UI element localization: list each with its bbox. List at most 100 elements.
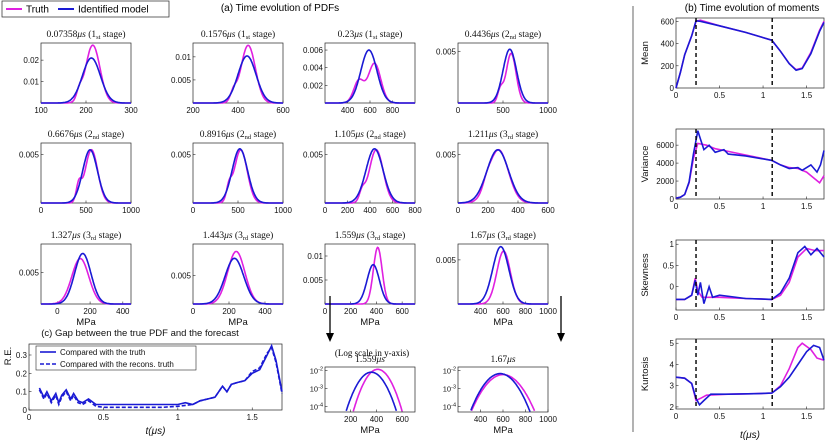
- pdf-title-5: 0.8916μs (2nd stage): [200, 129, 276, 141]
- legend: Truth Identified model: [1, 0, 170, 18]
- pdf-title-stage-11: stage): [511, 230, 536, 241]
- pdf-title-4: 0.6676μs (2nd stage): [48, 129, 124, 141]
- pdf-xtick-label: 400: [341, 106, 355, 115]
- pdf-xtick-label: 200: [481, 206, 495, 215]
- pdf-xtick-label: 400: [231, 106, 245, 115]
- log-ytick-exp: -2: [318, 367, 323, 373]
- gap-legend-label-solid: Compared with the truth: [60, 348, 145, 357]
- pdf-xtick-label: 100: [34, 106, 48, 115]
- pdf-curve-truth: [325, 62, 415, 104]
- pdf-xtick-label: 0: [323, 206, 328, 215]
- legend-label-truth: Truth: [26, 5, 49, 16]
- pdf-ytick-label: 0.02: [23, 56, 39, 65]
- gap-ylabel: R.E.: [3, 347, 14, 365]
- pdf-title-11: 1.67μs (3rd stage): [470, 230, 536, 242]
- log-xtick-label: 600: [496, 415, 510, 424]
- pdf-title-8: 1.327μs (3rd stage): [51, 230, 122, 242]
- log-ytick-exp: -3: [318, 385, 323, 391]
- moment-ytick-label: 5: [670, 339, 675, 348]
- pdf-panels: 0.07358μs (1st stage)100 200 3000.010.020.…: [19, 29, 557, 328]
- pdf-axes-0: [40, 42, 132, 104]
- pdf-title-unit-3: μs: [490, 30, 500, 40]
- log-curve-model: [345, 371, 398, 412]
- log-xtick-label: 1000: [539, 415, 557, 424]
- pdf-ytick-label: 0.005: [436, 256, 457, 265]
- pdf-ytick-label: 0.005: [19, 151, 40, 160]
- pdf-xtick-label: 1000: [122, 206, 140, 215]
- pdf-xtick-label: 300: [124, 106, 138, 115]
- log-ytick-label: 10-2: [310, 367, 323, 376]
- moment-curve-model: [675, 130, 825, 199]
- moment-xtick-label: 1: [761, 91, 766, 100]
- log-curve-model: [470, 372, 531, 412]
- pdf-curve-model: [325, 263, 415, 305]
- moment-ytick-label: 600: [661, 17, 675, 26]
- pdf-title-ord-11: rd: [505, 235, 511, 242]
- legend-box: [1, 0, 170, 18]
- pdf-xtick-label: 200: [341, 206, 355, 215]
- pdf-xtick-label: 500: [79, 206, 93, 215]
- log-xtick-label: 600: [395, 415, 409, 424]
- pdf-xtick-label: 800: [386, 106, 400, 115]
- pdf-ytick-label: 0.005: [303, 276, 324, 285]
- pdf-xtick-label: 0: [191, 307, 196, 316]
- pdf-xtick-label: 400: [258, 307, 272, 316]
- pdf-xtick-label: 600: [496, 307, 510, 316]
- pdf-panel-6: 1.105μs (2nd stage) 0 200 400 600 800 0.005: [303, 129, 422, 215]
- log-xtick-label: 400: [370, 415, 384, 424]
- pdf-curve-truth: [458, 52, 548, 104]
- pdf-xtick-label: 600: [541, 206, 555, 215]
- moment-axes-1: [675, 128, 825, 200]
- pdf-xtick-label: 200: [83, 307, 97, 316]
- pdf-curve-model: [193, 257, 283, 305]
- log-title-1: 1.67μs: [490, 355, 515, 365]
- arrow-right-head: [557, 333, 565, 342]
- arrow-left-head: [326, 333, 334, 342]
- pdf-panel-4: 0.6676μs (2nd stage) 0 500 1000 0.005: [19, 129, 140, 215]
- pdf-curve-model: [193, 55, 283, 104]
- moment-ylabel: Kurtosis: [640, 357, 651, 392]
- pdf-xtick-label: 400: [474, 307, 488, 316]
- pdf-xtick-label: 600: [276, 106, 290, 115]
- pdf-title-ord-2: st: [373, 34, 378, 41]
- moment-ytick-label: 0: [670, 195, 675, 204]
- moment-ytick-label: 2000: [656, 177, 674, 186]
- pdf-xtick-label: 0: [456, 106, 461, 115]
- pdf-xlabel: MPa: [493, 317, 513, 328]
- pdf-ytick-label: 0.005: [171, 76, 192, 85]
- pdf-xtick-label: 400: [116, 307, 130, 316]
- pdf-xtick-label: 600: [386, 206, 400, 215]
- pdf-title-10: 1.559μs (3rd stage): [335, 230, 406, 242]
- moment-ylabel: Mean: [640, 41, 651, 65]
- pdf-panel-10: 1.559μs (3rd stage) 0 200 400 600 0.005 0.01 MP…: [303, 230, 416, 328]
- pdf-title-stage-8: stage): [96, 230, 121, 241]
- pdf-curve-model: [41, 57, 131, 104]
- moment-xtick-label: 0: [674, 313, 679, 322]
- pdf-panel-11: 1.67μs (3rd stage) 400 600 800 1000 0.005 MPa: [436, 230, 557, 328]
- log-panel-0: 1.559μs 200 400 600 10-2 10-3 10-4 MPa: [310, 355, 416, 436]
- moment-ytick-label: 200: [661, 62, 675, 71]
- pdf-xtick-label: 400: [363, 206, 377, 215]
- pdf-xlabel: MPa: [360, 317, 380, 328]
- log-ytick-exp: -2: [451, 367, 456, 373]
- pdf-curve-model: [458, 48, 548, 104]
- pdf-axes-7: [457, 142, 549, 204]
- pdf-title-unit-0: μs: [76, 30, 86, 40]
- pdf-xlabel: MPa: [76, 317, 96, 328]
- moment-xtick-label: 0: [674, 412, 679, 421]
- log-title-unit-0: μs: [375, 355, 385, 365]
- moment-ytick-label: 4: [670, 360, 675, 369]
- pdf-xtick-label: 0: [323, 307, 328, 316]
- pdf-curve-truth: [458, 148, 548, 204]
- pdf-title-9: 1.443μs (3rd stage): [203, 230, 274, 242]
- moment-panel-2: 0 0.5 1 1.5 0 0.5 1 Skewness: [640, 239, 825, 322]
- pdf-title-2: 0.23μs (1st stage): [338, 29, 403, 41]
- pdf-panel-7: 1.211μs (3rd stage) 0 200 400 600 0.005: [436, 129, 555, 215]
- pdf-title-1: 0.1576μs (1st stage): [201, 29, 275, 41]
- arrows: [326, 296, 565, 342]
- pdf-xtick-label: 0: [39, 206, 44, 215]
- pdf-xlabel: MPa: [228, 317, 248, 328]
- pdf-title-unit-4: μs: [73, 130, 83, 140]
- pdf-title-0: 0.07358μs (1st stage): [46, 29, 125, 41]
